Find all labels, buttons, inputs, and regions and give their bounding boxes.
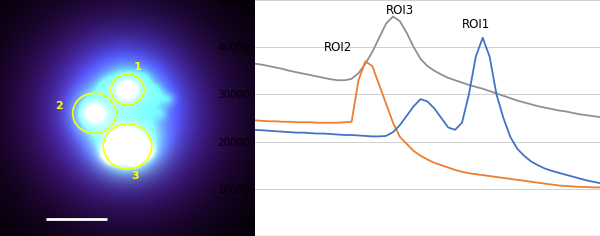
Text: 2: 2 — [55, 101, 62, 111]
Text: 1: 1 — [134, 62, 142, 72]
Text: ROI1: ROI1 — [461, 18, 490, 31]
Text: ROI2: ROI2 — [323, 41, 352, 54]
Text: 3: 3 — [131, 171, 139, 181]
Text: ROI3: ROI3 — [386, 4, 414, 17]
